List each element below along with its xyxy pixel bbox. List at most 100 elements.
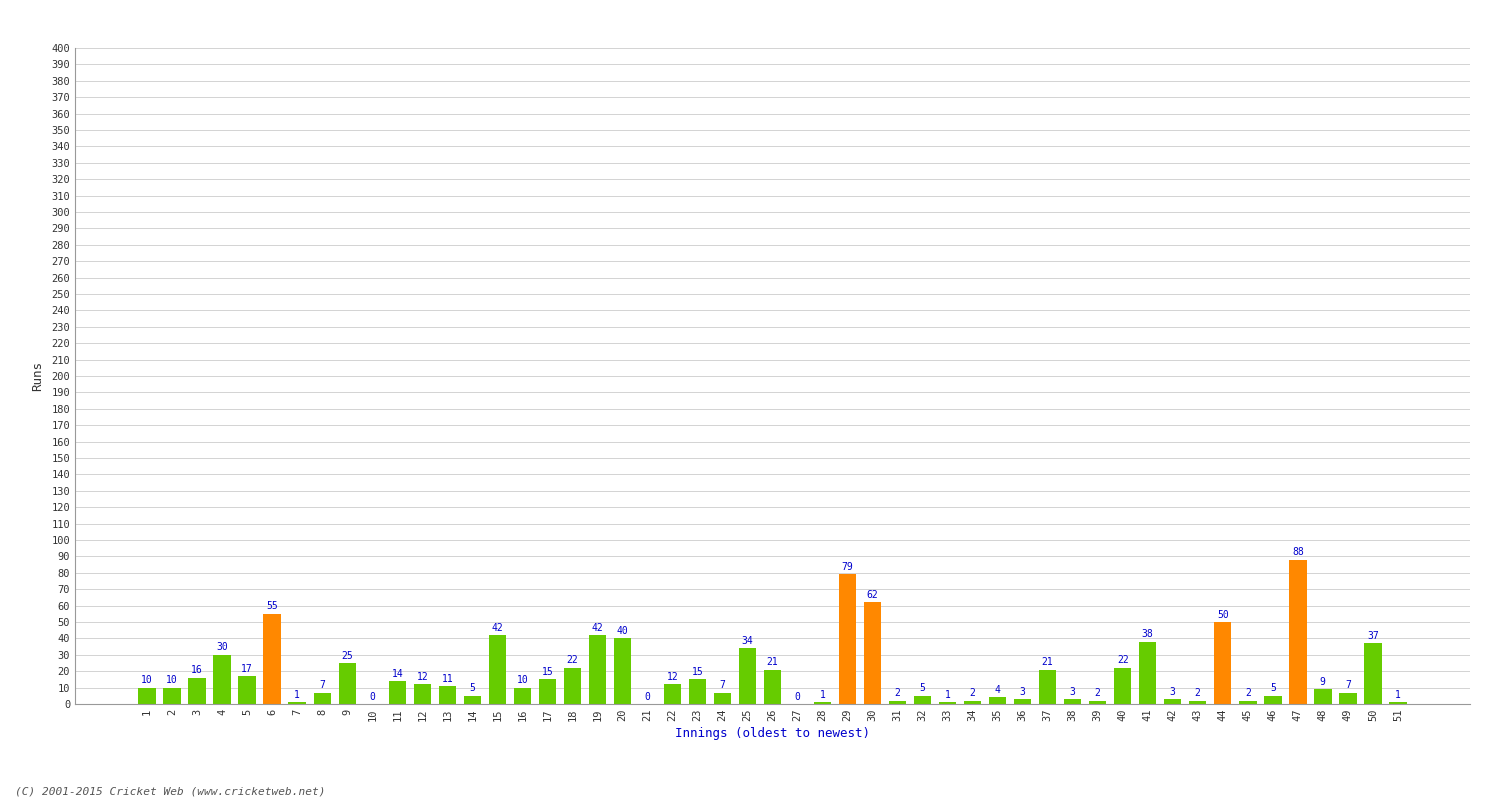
Bar	[1164, 699, 1182, 704]
Text: 10: 10	[516, 675, 528, 685]
Bar	[1138, 642, 1156, 704]
Text: 1: 1	[294, 690, 300, 700]
Text: 3: 3	[1020, 686, 1026, 697]
Text: 62: 62	[867, 590, 879, 600]
Bar	[890, 701, 906, 704]
Bar	[1214, 622, 1231, 704]
Text: (C) 2001-2015 Cricket Web (www.cricketweb.net): (C) 2001-2015 Cricket Web (www.cricketwe…	[15, 786, 326, 796]
Text: 15: 15	[542, 667, 554, 677]
Y-axis label: Runs: Runs	[32, 361, 45, 391]
Bar	[288, 702, 306, 704]
Bar	[438, 686, 456, 704]
Text: 0: 0	[795, 691, 801, 702]
Bar	[1190, 701, 1206, 704]
Text: 1: 1	[1395, 690, 1401, 700]
Text: 21: 21	[1042, 657, 1053, 667]
Text: 11: 11	[441, 674, 453, 683]
Text: 16: 16	[192, 666, 202, 675]
Bar	[1064, 699, 1082, 704]
Text: 7: 7	[1346, 680, 1350, 690]
Text: 2: 2	[969, 688, 975, 698]
Text: 37: 37	[1366, 631, 1378, 641]
Text: 1: 1	[819, 690, 825, 700]
Bar	[864, 602, 882, 704]
Text: 5: 5	[920, 683, 926, 694]
Bar	[738, 648, 756, 704]
Bar	[564, 668, 580, 704]
Text: 42: 42	[591, 622, 603, 633]
Text: 0: 0	[369, 691, 375, 702]
Bar	[988, 698, 1006, 704]
Text: 21: 21	[766, 657, 778, 667]
Text: 9: 9	[1320, 677, 1326, 686]
Text: 10: 10	[166, 675, 178, 685]
Bar	[663, 684, 681, 704]
Text: 14: 14	[392, 669, 404, 678]
Text: 3: 3	[1070, 686, 1076, 697]
Text: 17: 17	[242, 664, 254, 674]
Text: 12: 12	[666, 672, 678, 682]
Bar	[964, 701, 981, 704]
X-axis label: Innings (oldest to newest): Innings (oldest to newest)	[675, 727, 870, 740]
Text: 5: 5	[470, 683, 476, 694]
Bar	[1389, 702, 1407, 704]
Bar	[588, 635, 606, 704]
Bar	[138, 687, 156, 704]
Text: 7: 7	[720, 680, 726, 690]
Bar	[1314, 690, 1332, 704]
Text: 4: 4	[994, 685, 1000, 695]
Bar	[1340, 693, 1356, 704]
Text: 2: 2	[894, 688, 900, 698]
Bar	[1040, 670, 1056, 704]
Text: 79: 79	[842, 562, 854, 572]
Text: 55: 55	[267, 602, 278, 611]
Text: 40: 40	[616, 626, 628, 636]
Text: 25: 25	[342, 650, 352, 661]
Bar	[1114, 668, 1131, 704]
Bar	[839, 574, 856, 704]
Bar	[1239, 701, 1257, 704]
Text: 50: 50	[1216, 610, 1228, 619]
Text: 88: 88	[1292, 547, 1304, 558]
Bar	[815, 702, 831, 704]
Bar	[914, 696, 932, 704]
Bar	[939, 702, 957, 704]
Bar	[414, 684, 430, 704]
Bar	[314, 693, 332, 704]
Bar	[714, 693, 730, 704]
Text: 34: 34	[741, 636, 753, 646]
Bar	[339, 663, 356, 704]
Bar	[1014, 699, 1032, 704]
Text: 22: 22	[567, 655, 579, 666]
Bar	[189, 678, 206, 704]
Text: 3: 3	[1170, 686, 1176, 697]
Text: 12: 12	[417, 672, 428, 682]
Text: 30: 30	[216, 642, 228, 652]
Text: 0: 0	[645, 691, 651, 702]
Bar	[614, 638, 632, 704]
Bar	[513, 687, 531, 704]
Bar	[264, 614, 280, 704]
Text: 38: 38	[1142, 630, 1154, 639]
Text: 15: 15	[692, 667, 703, 677]
Bar	[764, 670, 782, 704]
Bar	[538, 679, 556, 704]
Bar	[388, 681, 406, 704]
Bar	[489, 635, 506, 704]
Text: 5: 5	[1270, 683, 1275, 694]
Bar	[238, 676, 256, 704]
Text: 2: 2	[1095, 688, 1101, 698]
Text: 2: 2	[1196, 688, 1200, 698]
Text: 2: 2	[1245, 688, 1251, 698]
Bar	[1288, 560, 1306, 704]
Bar	[1089, 701, 1107, 704]
Text: 42: 42	[492, 622, 502, 633]
Bar	[688, 679, 706, 704]
Bar	[464, 696, 482, 704]
Bar	[164, 687, 182, 704]
Text: 10: 10	[141, 675, 153, 685]
Text: 22: 22	[1118, 655, 1128, 666]
Bar	[1264, 696, 1281, 704]
Text: 7: 7	[320, 680, 326, 690]
Text: 1: 1	[945, 690, 951, 700]
